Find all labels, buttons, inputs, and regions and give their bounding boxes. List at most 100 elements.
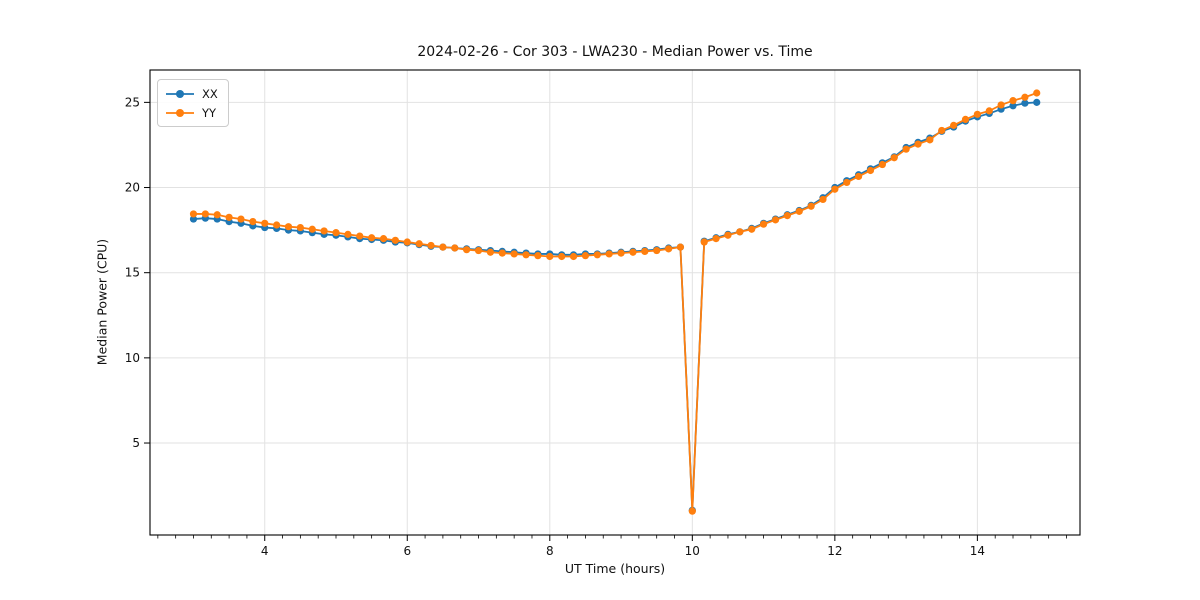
data-point-yy bbox=[653, 246, 661, 255]
legend-swatch-yy bbox=[166, 108, 194, 117]
y-tick-label: 25 bbox=[125, 95, 140, 109]
data-point-yy bbox=[261, 219, 269, 227]
y-tick-label: 15 bbox=[125, 266, 140, 280]
x-tick-label: 6 bbox=[403, 544, 411, 558]
data-point-yy bbox=[569, 252, 578, 261]
series-line-xx bbox=[193, 101, 1037, 512]
data-point-xx bbox=[1021, 99, 1029, 107]
data-point-yy bbox=[890, 154, 898, 162]
data-point-yy bbox=[249, 217, 257, 226]
data-point-yy bbox=[225, 213, 233, 221]
data-point-yy bbox=[474, 246, 483, 255]
data-point-yy bbox=[189, 210, 198, 218]
data-point-yy bbox=[712, 235, 720, 243]
data-point-yy bbox=[320, 227, 328, 235]
data-point-yy bbox=[415, 240, 423, 248]
data-point-yy bbox=[1021, 93, 1029, 101]
data-point-yy bbox=[356, 232, 364, 240]
data-point-yy bbox=[605, 250, 613, 258]
data-point-yy bbox=[201, 210, 209, 218]
data-point-yy bbox=[427, 241, 435, 250]
x-tick-label: 4 bbox=[261, 544, 269, 558]
data-point-yy bbox=[213, 211, 221, 219]
data-point-yy bbox=[1009, 97, 1017, 105]
data-point-yy bbox=[985, 107, 993, 115]
data-point-yy bbox=[391, 236, 399, 244]
x-tick-label: 10 bbox=[685, 544, 700, 558]
data-point-yy bbox=[641, 247, 649, 255]
data-point-yy bbox=[938, 126, 946, 135]
data-point-yy bbox=[807, 202, 815, 210]
data-point-yy bbox=[795, 207, 803, 215]
data-point-yy bbox=[866, 166, 875, 175]
data-point-xx bbox=[189, 215, 198, 223]
series-line-yy bbox=[193, 92, 1038, 513]
x-tick-label: 8 bbox=[546, 544, 554, 558]
data-point-yy bbox=[997, 101, 1005, 109]
data-point-xx bbox=[1009, 102, 1017, 110]
data-point-yy bbox=[902, 145, 910, 153]
data-point-yy bbox=[700, 238, 708, 246]
data-point-yy bbox=[581, 252, 590, 260]
data-point-yy bbox=[783, 212, 791, 220]
y-tick-label: 10 bbox=[125, 351, 140, 365]
data-point-yy bbox=[748, 225, 756, 233]
data-point-yy bbox=[403, 238, 411, 246]
legend-label: XX bbox=[202, 86, 218, 101]
data-point-yy bbox=[664, 245, 673, 253]
data-point-yy bbox=[736, 228, 744, 236]
legend: XX YY bbox=[157, 79, 229, 127]
data-point-yy bbox=[629, 248, 637, 256]
data-point-yy bbox=[439, 243, 447, 251]
data-point-yy bbox=[332, 229, 340, 237]
legend-label: YY bbox=[202, 105, 217, 120]
data-point-yy bbox=[379, 235, 388, 243]
data-point-yy bbox=[284, 223, 293, 231]
data-point-yy bbox=[831, 185, 839, 193]
data-point-yy bbox=[878, 160, 886, 169]
data-point-yy bbox=[973, 110, 981, 118]
x-tick-label: 12 bbox=[827, 544, 842, 558]
data-point-yy bbox=[368, 234, 376, 242]
data-point-yy bbox=[344, 230, 352, 238]
data-point-yy bbox=[950, 121, 958, 129]
x-tick-label: 14 bbox=[970, 544, 985, 558]
data-point-yy bbox=[926, 136, 934, 144]
data-point-yy bbox=[819, 195, 827, 204]
data-point-yy bbox=[676, 243, 685, 251]
data-point-yy bbox=[273, 221, 281, 229]
data-point-yy bbox=[522, 251, 530, 259]
data-point-yy bbox=[759, 220, 768, 228]
data-point-yy bbox=[534, 252, 542, 260]
data-point-yy bbox=[688, 507, 696, 515]
legend-item-xx: XX bbox=[165, 84, 218, 103]
data-point-yy bbox=[510, 250, 518, 258]
data-point-yy bbox=[463, 246, 471, 254]
data-point-yy bbox=[308, 225, 316, 233]
data-point-yy bbox=[593, 251, 601, 259]
chart-title: 2024-02-26 - Cor 303 - LWA230 - Median P… bbox=[417, 44, 813, 60]
data-point-yy bbox=[617, 249, 625, 257]
data-point-yy bbox=[558, 252, 566, 261]
data-point-yy bbox=[724, 231, 732, 239]
y-tick-label: 5 bbox=[132, 436, 140, 450]
x-axis-label: UT Time (hours) bbox=[564, 561, 666, 576]
data-point-yy bbox=[914, 140, 922, 148]
axes-spines bbox=[149, 69, 1081, 536]
data-point-yy bbox=[498, 249, 506, 257]
data-point-yy bbox=[237, 215, 245, 223]
data-point-xx bbox=[1033, 98, 1041, 106]
data-point-yy bbox=[1033, 89, 1041, 97]
data-point-yy bbox=[546, 252, 554, 261]
data-point-yy bbox=[451, 244, 459, 252]
data-point-yy bbox=[296, 223, 304, 232]
data-point-yy bbox=[961, 115, 970, 123]
data-point-yy bbox=[854, 172, 863, 181]
legend-item-yy: YY bbox=[165, 103, 218, 122]
data-point-yy bbox=[843, 178, 851, 187]
data-point-yy bbox=[771, 216, 780, 224]
y-tick-label: 20 bbox=[125, 181, 140, 195]
data-point-yy bbox=[486, 248, 495, 256]
